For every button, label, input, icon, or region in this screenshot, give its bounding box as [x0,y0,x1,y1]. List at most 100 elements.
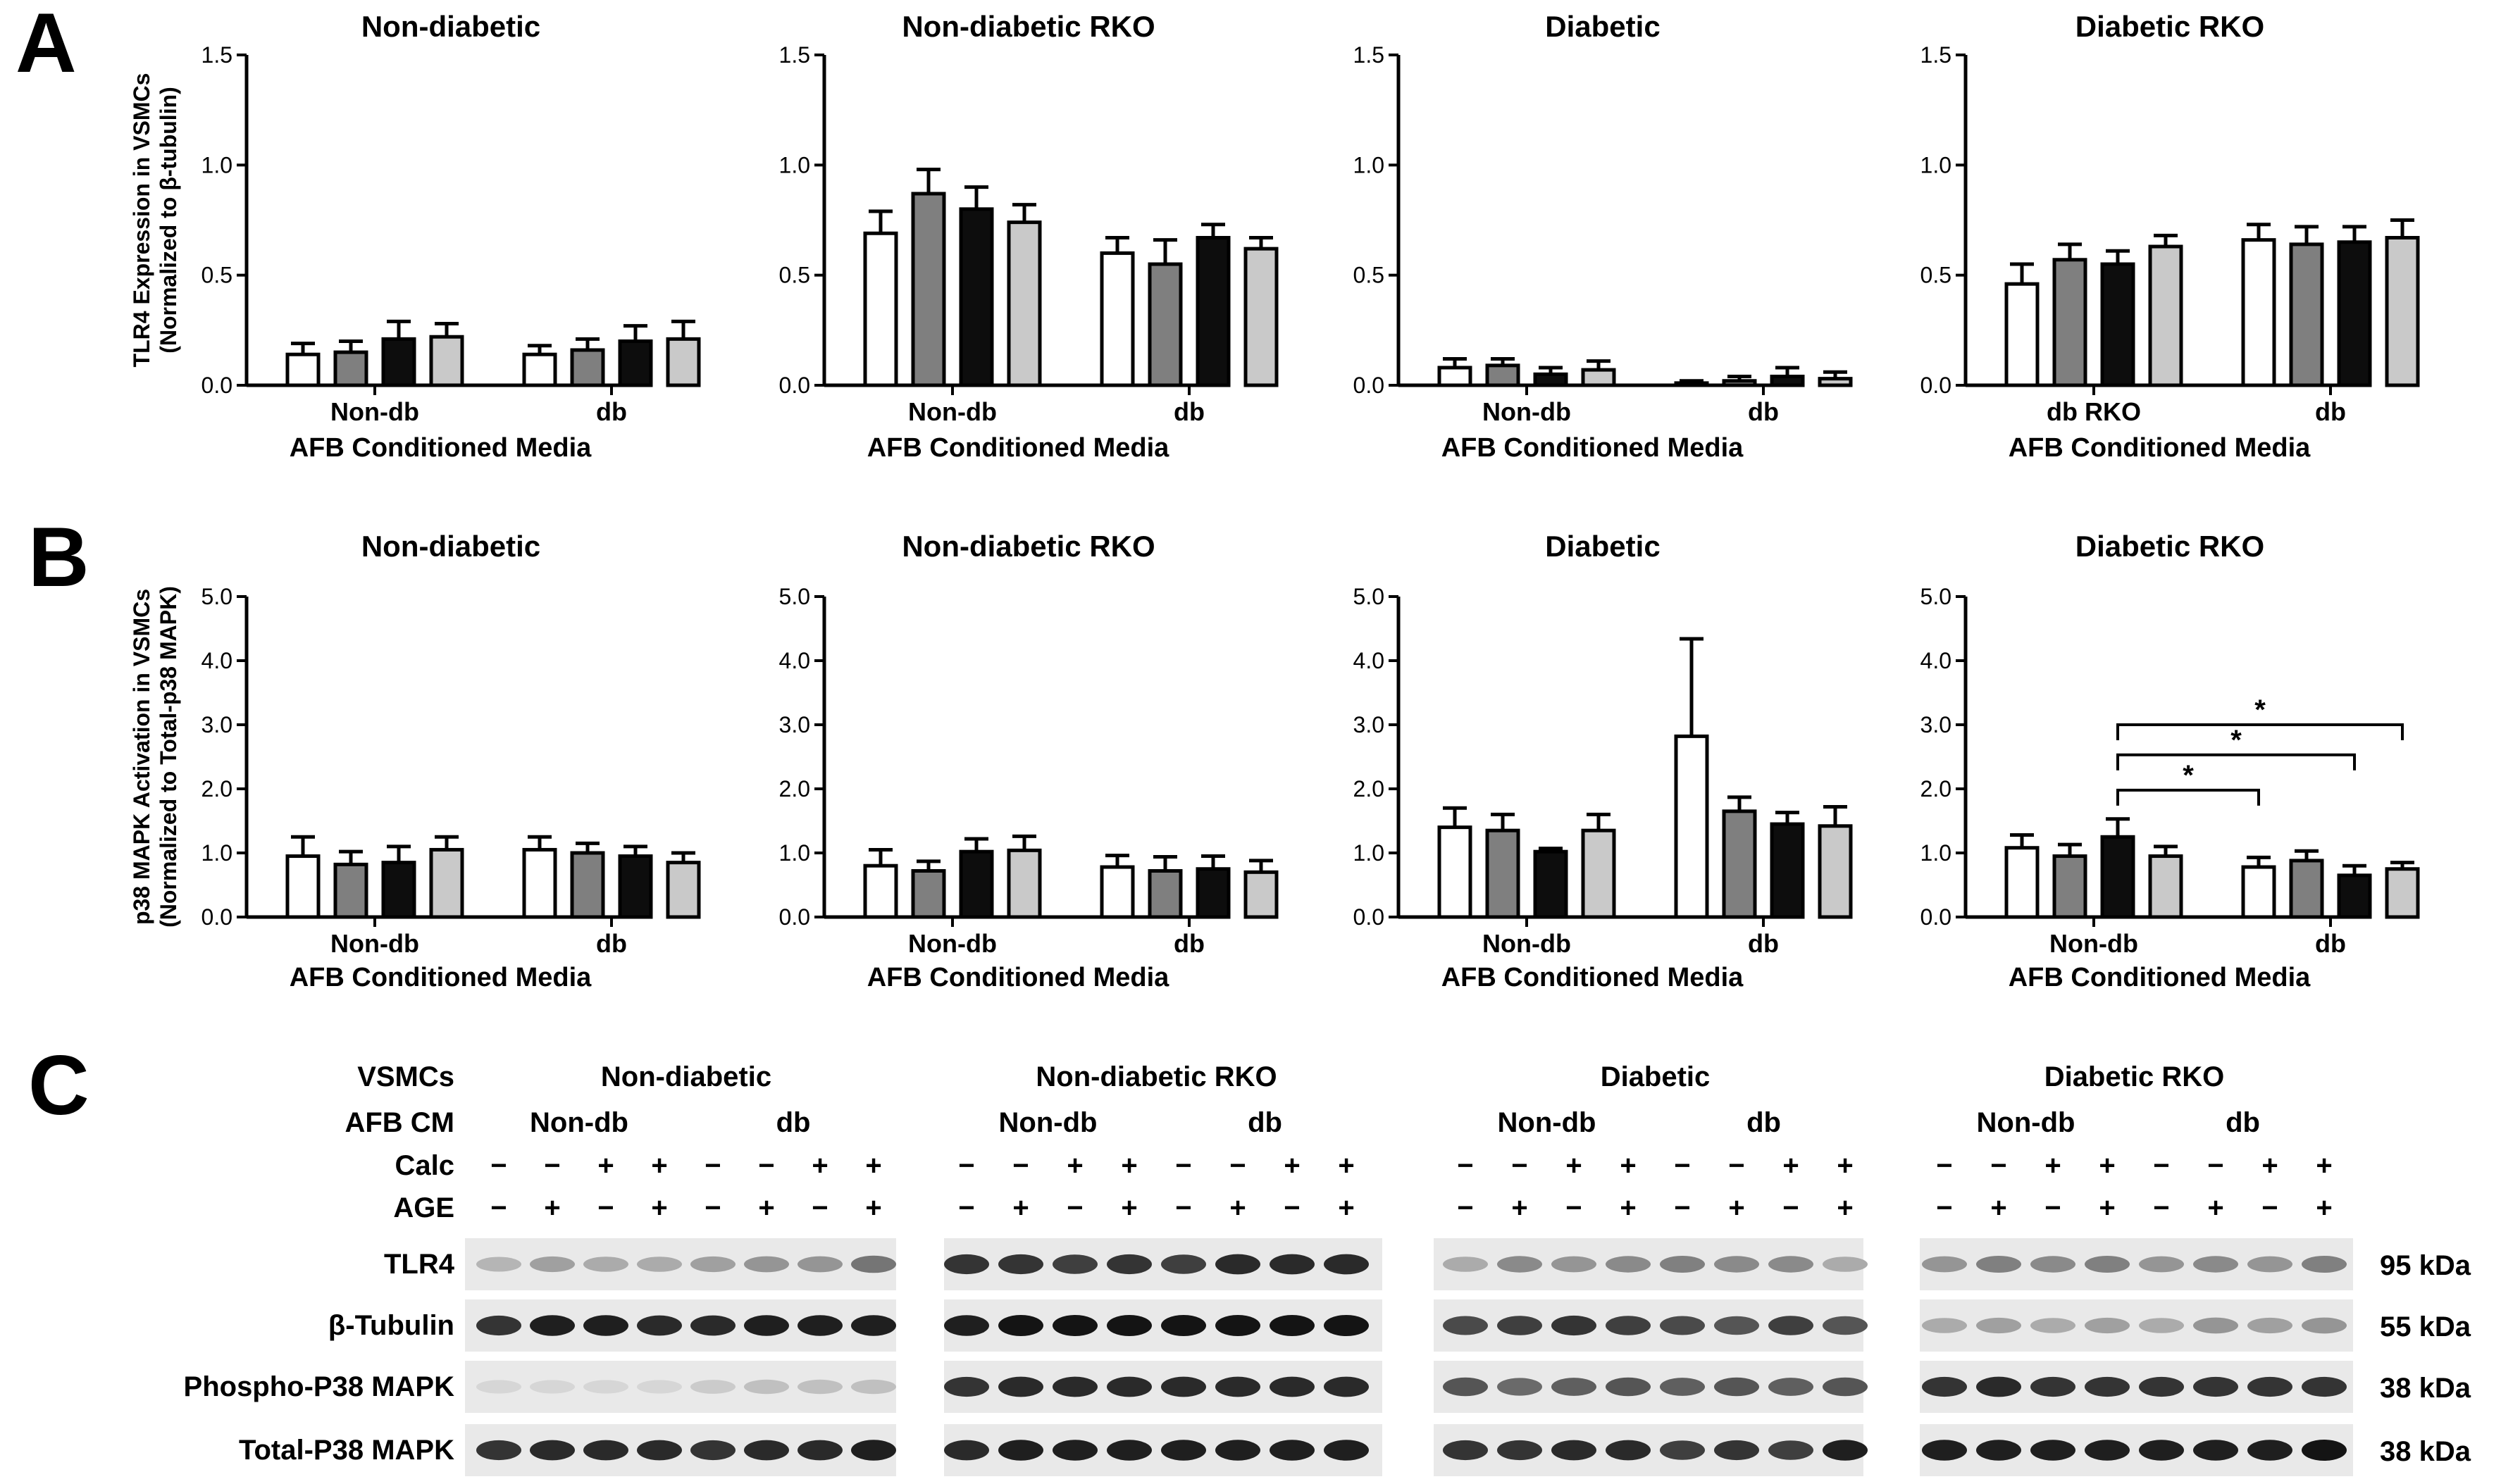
y-tick-label: 1.0 [779,152,810,177]
calc-sign: + [2261,1150,2278,1181]
blot-band [1443,1316,1488,1335]
bar [1007,220,1042,387]
bar [2148,854,2183,919]
y-tick-label: 0.5 [1353,263,1384,288]
bar [1722,379,1757,387]
x-axis-label: AFB Conditioned Media [290,433,592,463]
y-tick-label: 1.0 [1920,840,1951,866]
calc-sign: − [1674,1150,1690,1181]
calc-sign: + [1338,1150,1354,1181]
significance-star: * [2230,725,2242,756]
y-tick-label: 0.0 [1353,373,1384,398]
bar [1533,372,1568,387]
bar [2241,238,2276,387]
blot-band [2030,1256,2075,1273]
chart-B1: Non-diabetic 0.0 1.0 2.0 3.0 4.0 5.0 Non-db dbAF… [129,530,701,992]
blot-band [798,1256,843,1273]
bar [666,337,701,387]
blot-band [2139,1256,2184,1273]
bar [1243,247,1279,387]
blot-band [998,1440,1043,1461]
blot-band [1551,1378,1596,1396]
x-axis-label: AFB Conditioned Media [1441,433,1744,463]
bar [2337,240,2372,387]
age-sign: + [2099,1192,2115,1223]
blot-band [798,1440,843,1461]
age-sign: + [1338,1192,1354,1223]
blot-band [1053,1254,1098,1274]
bar [1437,825,1472,919]
bar [2337,873,2372,919]
category-label: db RKO [2047,397,2141,426]
blot-band [1922,1376,1967,1397]
blot-band [2139,1376,2184,1397]
blot-band [1551,1256,1596,1273]
calc-sign: + [1837,1150,1853,1181]
calc-sign: − [1728,1150,1744,1181]
bar [429,847,464,919]
calc-sign: + [1067,1150,1083,1181]
chart-title: Non-diabetic [361,10,540,43]
y-tick-label: 1.5 [779,42,810,68]
x-axis-label: AFB Conditioned Media [2009,433,2311,463]
blot-band [1215,1315,1260,1336]
blot-band [1107,1376,1152,1397]
blot-group-label: Non-db [1498,1107,1596,1138]
protein-label: β-Tubulin [328,1310,454,1341]
blot-group-label: Non-db [1977,1107,2075,1138]
row-label-afb-cm: AFB CM [345,1107,454,1138]
bar [1581,368,1616,387]
bar [2100,262,2135,387]
y-tick-label: 4.0 [201,648,232,673]
blot-band [1053,1315,1098,1336]
blot-band [944,1376,989,1397]
bar [618,854,653,919]
blot-band [1714,1256,1759,1273]
blot-panel-title: Non-diabetic [601,1061,771,1092]
blot-band [851,1255,896,1273]
age-sign: + [1229,1192,1246,1223]
age-sign: + [1728,1192,1744,1223]
age-sign: + [2316,1192,2332,1223]
blot-band [944,1315,989,1336]
calc-sign: − [2153,1150,2169,1181]
blot-band [1270,1315,1315,1336]
panel-label-a: A [15,0,77,90]
bar [429,335,464,387]
age-sign: − [1067,1192,1083,1223]
category-label: Non-db [1482,397,1571,426]
blot-band [1551,1315,1596,1336]
bar [2052,258,2087,387]
blot-band [530,1380,575,1394]
blot-band [1053,1376,1098,1397]
molecular-weight-label: 38 kDa [2380,1373,2471,1404]
blot-band [744,1315,789,1336]
blot-band [1823,1316,1868,1335]
calc-sign: + [2044,1150,2061,1181]
bar [570,348,605,387]
x-axis-label: AFB Conditioned Media [867,433,1169,463]
bar [285,352,321,387]
chart-B2: Non-diabetic RKO 0.0 1.0 2.0 3.0 4.0 5.0 Non-db… [779,530,1279,992]
category-label: db [1748,929,1779,958]
bar [2241,865,2276,919]
panel-label-b: B [28,510,89,604]
calc-sign: + [1121,1150,1137,1181]
calc-sign: + [597,1150,614,1181]
bar [2052,854,2087,919]
bar [2289,242,2324,387]
bar [1196,236,1231,387]
protein-label: TLR4 [384,1249,455,1280]
y-tick-label: 3.0 [779,712,810,737]
calc-sign: − [958,1150,974,1181]
y-tick-label: 2.0 [1353,776,1384,802]
bar [2289,859,2324,919]
protein-label: Total-P38 MAPK [239,1435,454,1466]
calc-sign: − [758,1150,774,1181]
bar [1674,381,1709,387]
y-axis-label: TLR4 Expression in VSMCs [129,73,154,368]
category-label: Non-db [1482,929,1571,958]
